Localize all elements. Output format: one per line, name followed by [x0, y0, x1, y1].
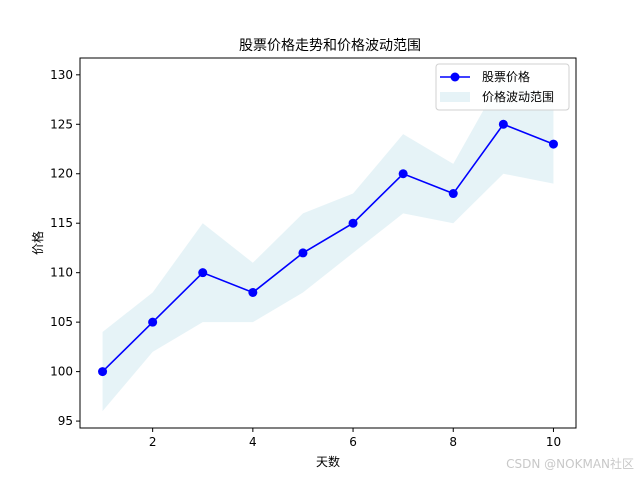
x-tick-label: 10 [546, 435, 561, 449]
price-range-band [102, 74, 554, 412]
axes-frame [79, 57, 577, 429]
data-point [348, 218, 358, 228]
data-point [98, 367, 108, 377]
legend-label-range: 价格波动范围 [482, 89, 554, 104]
data-point [498, 119, 508, 129]
y-tick-label: 125 [50, 117, 73, 131]
price-line [101, 123, 554, 373]
y-tick-label: 100 [50, 365, 73, 379]
y-tick-label: 120 [50, 167, 73, 181]
y-tick-label: 95 [58, 414, 73, 428]
y-tick-label: 105 [50, 315, 73, 329]
x-tick-label: 8 [449, 435, 457, 449]
data-point [298, 248, 308, 258]
y-tick-label: 115 [50, 216, 73, 230]
legend-box [435, 63, 570, 111]
data-point [548, 139, 558, 149]
x-axis-label: 天数 [316, 454, 340, 469]
legend-marker-icon [450, 72, 460, 82]
y-axis-label: 价格 [30, 231, 45, 255]
y-axis-ticks: 95 100 105 110 115 120 125 130 [50, 68, 80, 428]
x-tick-label: 2 [149, 435, 157, 449]
legend-fill-swatch [440, 92, 470, 102]
y-tick-label: 110 [50, 266, 73, 280]
x-axis-ticks: 2 4 6 8 10 [149, 428, 561, 449]
data-point [198, 268, 208, 278]
watermark: CSDN @NOKMAN社区 [506, 457, 634, 471]
y-tick-label: 130 [50, 68, 73, 82]
x-tick-label: 6 [349, 435, 357, 449]
data-point [148, 317, 158, 327]
data-point [398, 169, 408, 179]
legend-label-price: 股票价格 [482, 69, 530, 84]
plot-area [98, 74, 558, 412]
legend: 股票价格 价格波动范围 [435, 63, 570, 111]
data-point [248, 287, 258, 297]
data-point [448, 189, 458, 199]
chart-title: 股票价格走势和价格波动范围 [239, 37, 421, 54]
x-tick-label: 4 [249, 435, 257, 449]
